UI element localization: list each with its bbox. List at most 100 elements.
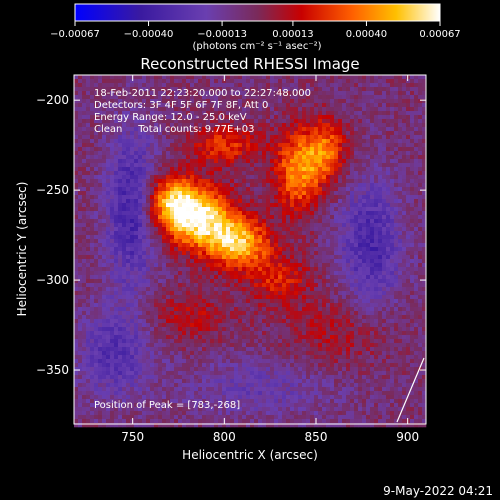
heatmap-cell xyxy=(110,263,115,268)
heatmap-cell xyxy=(82,279,87,284)
heatmap-cell xyxy=(234,215,239,220)
heatmap-cell xyxy=(198,111,203,116)
heatmap-cell xyxy=(138,283,143,288)
heatmap-cell xyxy=(290,291,295,296)
heatmap-cell xyxy=(118,251,123,256)
heatmap-cell xyxy=(406,99,411,104)
heatmap-cell xyxy=(378,223,383,228)
heatmap-cell xyxy=(374,91,379,96)
heatmap-cell xyxy=(174,75,179,80)
heatmap-cell xyxy=(226,91,231,96)
heatmap-cell xyxy=(386,231,391,236)
heatmap-cell xyxy=(190,271,195,276)
heatmap-cell xyxy=(266,151,271,156)
heatmap-cell xyxy=(366,227,371,232)
heatmap-cell xyxy=(234,235,239,240)
heatmap-cell xyxy=(326,135,331,140)
heatmap-cell xyxy=(210,219,215,224)
heatmap-cell xyxy=(346,163,351,168)
heatmap-cell xyxy=(222,235,227,240)
heatmap-cell xyxy=(298,163,303,168)
heatmap-cell xyxy=(378,179,383,184)
heatmap-cell xyxy=(210,295,215,300)
heatmap-cell xyxy=(390,159,395,164)
heatmap-cell xyxy=(178,199,183,204)
heatmap-cell xyxy=(350,287,355,292)
heatmap-cell xyxy=(246,223,251,228)
heatmap-cell xyxy=(110,191,115,196)
heatmap-cell xyxy=(226,119,231,124)
heatmap-cell xyxy=(290,107,295,112)
heatmap-cell xyxy=(138,167,143,172)
heatmap-cell xyxy=(222,199,227,204)
heatmap-cell xyxy=(190,283,195,288)
heatmap-cell xyxy=(118,83,123,88)
heatmap-cell xyxy=(338,99,343,104)
heatmap-cell xyxy=(370,143,375,148)
heatmap-cell xyxy=(338,247,343,252)
heatmap-cell xyxy=(362,275,367,280)
heatmap-cell xyxy=(422,227,427,232)
heatmap-cell xyxy=(406,87,411,92)
heatmap-cell xyxy=(130,159,135,164)
heatmap-cell xyxy=(306,259,311,264)
heatmap-cell xyxy=(78,271,83,276)
heatmap-cell xyxy=(142,287,147,292)
heatmap-cell xyxy=(346,219,351,224)
heatmap-cell xyxy=(150,275,155,280)
heatmap-cell xyxy=(266,259,271,264)
heatmap-cell xyxy=(182,295,187,300)
heatmap-cell xyxy=(330,75,335,80)
heatmap-cell xyxy=(82,83,87,88)
heatmap-cell xyxy=(406,219,411,224)
heatmap-cell xyxy=(394,187,399,192)
heatmap-cell xyxy=(402,123,407,128)
heatmap-cell xyxy=(222,95,227,100)
heatmap-cell xyxy=(150,95,155,100)
heatmap-cell xyxy=(330,151,335,156)
heatmap-cell xyxy=(230,299,235,304)
heatmap-cell xyxy=(174,291,179,296)
heatmap-cell xyxy=(362,75,367,80)
heatmap-cell xyxy=(182,259,187,264)
heatmap-cell xyxy=(74,215,79,220)
heatmap-cell xyxy=(294,127,299,132)
heatmap-cell xyxy=(382,191,387,196)
heatmap-cell xyxy=(114,135,119,140)
heatmap-cell xyxy=(258,183,263,188)
heatmap-cell xyxy=(294,283,299,288)
heatmap-cell xyxy=(374,135,379,140)
heatmap-cell xyxy=(254,123,259,128)
heatmap-cell xyxy=(90,271,95,276)
heatmap-cell xyxy=(342,287,347,292)
heatmap-cell xyxy=(146,135,151,140)
heatmap-cell xyxy=(294,243,299,248)
heatmap-cell xyxy=(150,171,155,176)
heatmap-cell xyxy=(414,227,419,232)
heatmap-cell xyxy=(134,239,139,244)
heatmap-cell xyxy=(126,235,131,240)
heatmap-cell xyxy=(190,211,195,216)
heatmap-cell xyxy=(130,231,135,236)
heatmap-cell xyxy=(210,211,215,216)
heatmap-cell xyxy=(102,171,107,176)
heatmap-cell xyxy=(150,79,155,84)
heatmap-cell xyxy=(146,239,151,244)
heatmap-cell xyxy=(330,167,335,172)
heatmap-cell xyxy=(342,207,347,212)
heatmap-cell xyxy=(238,187,243,192)
heatmap-cell xyxy=(414,135,419,140)
heatmap-cell xyxy=(218,87,223,92)
heatmap-cell xyxy=(262,199,267,204)
heatmap-cell xyxy=(122,191,127,196)
heatmap-cell xyxy=(366,239,371,244)
heatmap-cell xyxy=(218,147,223,152)
heatmap-cell xyxy=(230,171,235,176)
heatmap-cell xyxy=(182,255,187,260)
heatmap-cell xyxy=(150,183,155,188)
heatmap-cell xyxy=(378,283,383,288)
heatmap-cell xyxy=(174,199,179,204)
heatmap-cell xyxy=(306,287,311,292)
heatmap-cell xyxy=(270,255,275,260)
